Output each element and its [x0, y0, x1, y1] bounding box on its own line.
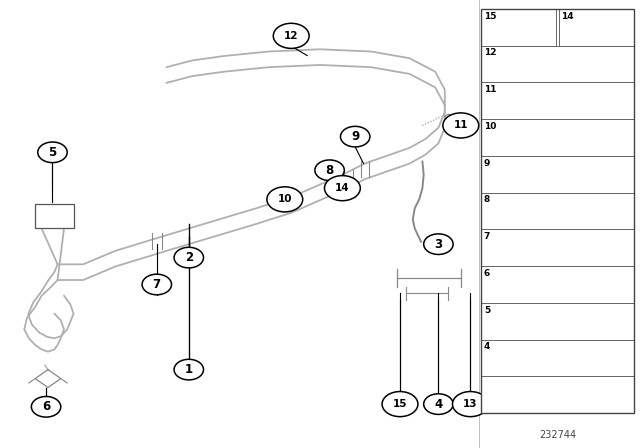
Text: 6: 6 — [42, 400, 50, 414]
Text: 232744: 232744 — [539, 430, 576, 440]
Text: 7: 7 — [484, 232, 490, 241]
Text: 11: 11 — [484, 85, 497, 94]
Text: 14: 14 — [335, 183, 349, 193]
Text: 6: 6 — [484, 269, 490, 278]
Text: 12: 12 — [484, 48, 497, 57]
Text: 9: 9 — [351, 130, 359, 143]
Circle shape — [31, 396, 61, 417]
Circle shape — [443, 113, 479, 138]
Text: 4: 4 — [435, 397, 442, 411]
Text: 15: 15 — [393, 399, 407, 409]
Text: 9: 9 — [484, 159, 490, 168]
FancyBboxPatch shape — [481, 119, 634, 156]
Text: 2: 2 — [185, 251, 193, 264]
FancyBboxPatch shape — [481, 266, 634, 303]
Text: 5: 5 — [49, 146, 56, 159]
Text: 15: 15 — [484, 12, 497, 21]
Circle shape — [273, 23, 309, 48]
Text: 13: 13 — [463, 399, 477, 409]
Circle shape — [315, 160, 344, 181]
FancyBboxPatch shape — [481, 376, 634, 413]
Circle shape — [267, 187, 303, 212]
Circle shape — [340, 126, 370, 147]
Circle shape — [382, 392, 418, 417]
Text: 10: 10 — [484, 122, 496, 131]
FancyBboxPatch shape — [481, 229, 634, 266]
FancyBboxPatch shape — [481, 82, 634, 119]
Circle shape — [174, 359, 204, 380]
Circle shape — [424, 234, 453, 254]
Text: 4: 4 — [484, 342, 490, 351]
Text: 14: 14 — [561, 12, 574, 21]
FancyBboxPatch shape — [481, 303, 634, 340]
Circle shape — [142, 274, 172, 295]
Text: 8: 8 — [326, 164, 333, 177]
Text: 12: 12 — [284, 31, 298, 41]
Circle shape — [38, 142, 67, 163]
Text: 3: 3 — [435, 237, 442, 251]
FancyBboxPatch shape — [481, 193, 634, 229]
FancyBboxPatch shape — [481, 340, 634, 376]
Text: 11: 11 — [454, 121, 468, 130]
Bar — [35, 204, 74, 228]
FancyBboxPatch shape — [481, 46, 634, 82]
Circle shape — [174, 247, 204, 268]
Text: 10: 10 — [278, 194, 292, 204]
Text: 1: 1 — [185, 363, 193, 376]
Text: 8: 8 — [484, 195, 490, 204]
Circle shape — [324, 176, 360, 201]
FancyBboxPatch shape — [481, 156, 634, 193]
Circle shape — [452, 392, 488, 417]
Text: 7: 7 — [153, 278, 161, 291]
Circle shape — [424, 394, 453, 414]
FancyBboxPatch shape — [559, 9, 634, 46]
Text: 5: 5 — [484, 306, 490, 314]
FancyBboxPatch shape — [481, 9, 556, 46]
